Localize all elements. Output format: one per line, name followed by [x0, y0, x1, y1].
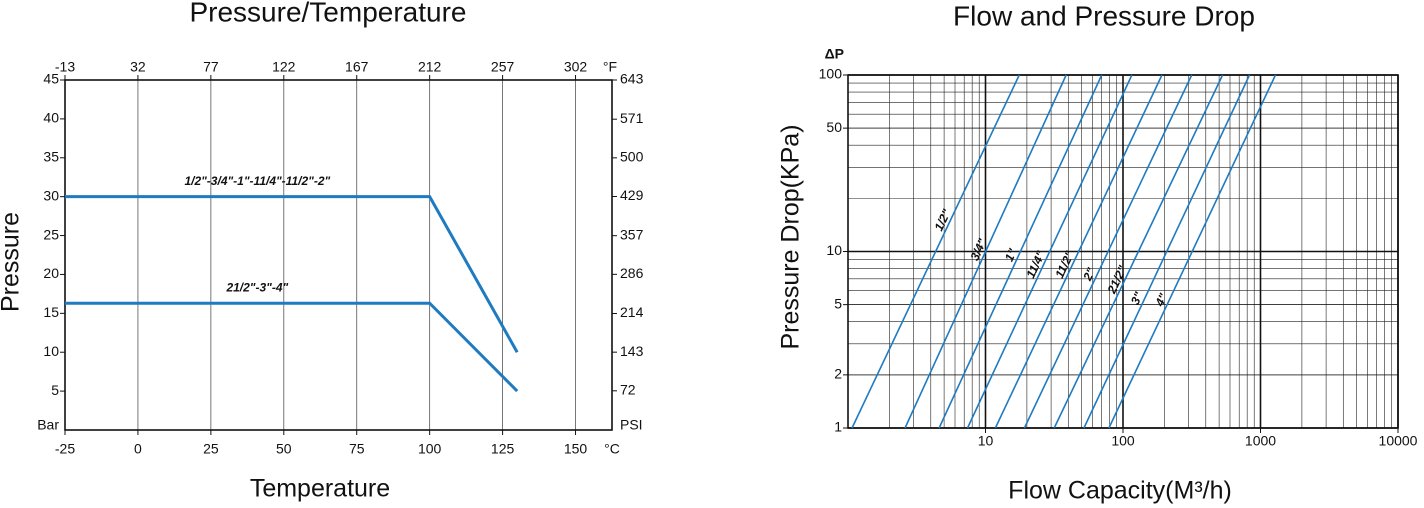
x2-tick-label: 77 — [203, 59, 219, 75]
y2-unit: PSI — [620, 417, 643, 433]
y2-tick-label: 72 — [620, 382, 636, 398]
y-tick-label: 15 — [43, 304, 59, 320]
y-tick-label: 40 — [43, 110, 59, 126]
x-tick-label: 10000 — [1379, 433, 1418, 449]
y2-tick-label: 143 — [620, 343, 644, 359]
x2-tick-label: 167 — [345, 59, 369, 75]
y-tick-label: 5 — [834, 295, 842, 311]
x-tick-label: 150 — [564, 441, 588, 457]
y-tick-label: 5 — [51, 382, 59, 398]
x-tick-label: 125 — [491, 441, 515, 457]
x2-tick-label: 257 — [491, 59, 515, 75]
y2-tick-label: 286 — [620, 265, 644, 281]
x-tick-label: 1000 — [1245, 433, 1276, 449]
plot-frame — [847, 74, 1399, 429]
y-tick-label: 35 — [43, 148, 59, 164]
x2-tick-label: 32 — [130, 59, 146, 75]
series-line — [65, 301, 519, 393]
x-tick-label: 100 — [418, 441, 442, 457]
y-tick-label: 20 — [43, 265, 59, 281]
series-label: 1/2"-3/4"-1"-11/4"-11/2"-2" — [184, 174, 330, 188]
y-unit: ΔP — [825, 46, 844, 62]
x2-tick-label: 122 — [272, 59, 296, 75]
x-tick-label: -25 — [55, 441, 75, 457]
series-line — [994, 74, 1163, 429]
series-line — [1108, 74, 1277, 429]
series-line — [1023, 74, 1193, 429]
x-axis-label: Temperature — [250, 475, 390, 503]
chart-title: Flow and Pressure Drop — [953, 0, 1255, 31]
y2-tick-label: 500 — [620, 149, 644, 165]
series-label: 4" — [1152, 291, 1171, 309]
x-tick-label: 25 — [203, 441, 219, 457]
x-tick-label: 10 — [978, 433, 994, 449]
series-label: 21/2" — [1104, 263, 1130, 296]
x2-tick-label: -13 — [55, 59, 75, 75]
y-tick-label: 2 — [834, 366, 842, 382]
series-line — [1083, 74, 1251, 429]
y-axis-label: Pressure Drop(KPa) — [777, 124, 805, 349]
x-tick-label: 75 — [349, 441, 365, 457]
y-tick-label: 10 — [826, 242, 842, 258]
series-label: 2" — [1080, 265, 1099, 283]
x-axis-label: Flow Capacity(M³/h) — [1008, 477, 1232, 505]
y-tick-label: 100 — [819, 66, 843, 82]
x2-unit: °F — [603, 59, 617, 75]
series-label: 3" — [1128, 290, 1146, 307]
y-unit: Bar — [37, 417, 59, 433]
series-label: 1" — [1002, 246, 1020, 263]
y2-tick-label: 571 — [620, 110, 644, 126]
y-tick-label: 1 — [834, 419, 842, 435]
x2-tick-label: 212 — [418, 59, 442, 75]
y-tick-label: 45 — [43, 71, 59, 87]
y2-tick-label: 214 — [620, 304, 644, 320]
plot-frame — [64, 79, 613, 431]
x-tick-label: 50 — [276, 441, 292, 457]
x-unit: °C — [604, 441, 620, 457]
y-axis-label: Pressure — [0, 212, 25, 312]
series-line — [938, 74, 1103, 429]
y-tick-label: 25 — [43, 226, 59, 242]
x-tick-label: 100 — [1111, 433, 1135, 449]
series-line — [851, 74, 1020, 429]
series-line — [904, 74, 1067, 429]
y-tick-label: 30 — [43, 187, 59, 203]
y2-tick-label: 429 — [620, 187, 644, 203]
y-tick-label: 10 — [43, 343, 59, 359]
x2-tick-label: 302 — [564, 59, 588, 75]
chart-title: Pressure/Temperature — [189, 0, 466, 27]
x-tick-label: 0 — [134, 441, 142, 457]
series-line — [65, 195, 519, 353]
series-label: 21/2"-3"-4" — [225, 280, 288, 294]
y-tick-label: 50 — [826, 119, 842, 135]
series-line — [1053, 74, 1224, 429]
y2-tick-label: 357 — [620, 226, 644, 242]
y2-tick-label: 643 — [620, 71, 644, 87]
series-line — [966, 74, 1133, 429]
